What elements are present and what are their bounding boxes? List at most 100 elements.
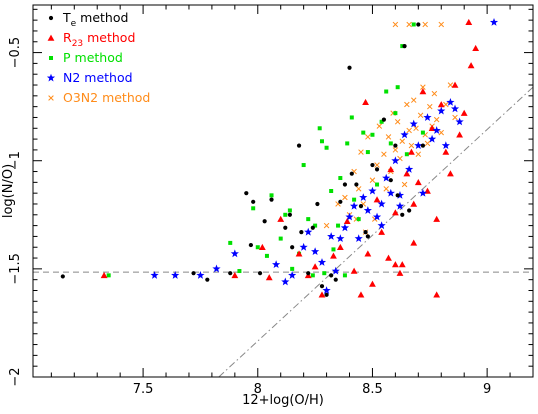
data-point xyxy=(404,152,409,157)
data-point xyxy=(387,165,395,173)
data-point xyxy=(322,286,331,294)
data-point xyxy=(418,188,427,197)
data-point xyxy=(304,227,313,236)
data-point xyxy=(362,98,369,106)
data-point xyxy=(420,84,426,90)
data-point xyxy=(356,217,361,222)
data-point xyxy=(395,85,400,90)
data-point xyxy=(375,182,380,187)
diagonal-dashdot-line xyxy=(218,86,534,378)
data-point xyxy=(281,277,290,286)
data-point xyxy=(383,186,389,192)
data-point xyxy=(365,234,370,239)
data-point xyxy=(401,181,408,188)
data-point xyxy=(405,165,414,173)
data-point xyxy=(388,178,393,183)
data-point xyxy=(391,156,400,165)
data-point xyxy=(414,178,422,186)
data-point xyxy=(306,217,311,222)
data-point xyxy=(359,193,368,201)
data-point xyxy=(438,21,445,28)
data-point xyxy=(370,132,375,137)
data-point xyxy=(347,65,352,70)
data-point xyxy=(106,273,111,278)
data-point xyxy=(377,199,386,208)
data-point xyxy=(365,150,370,155)
data-point xyxy=(456,131,464,138)
data-point xyxy=(100,271,108,279)
data-point xyxy=(400,44,405,49)
data-point xyxy=(343,217,351,224)
data-point xyxy=(283,212,288,217)
data-point xyxy=(338,199,343,204)
data-point xyxy=(354,182,359,187)
data-point xyxy=(290,266,295,271)
data-point xyxy=(295,250,303,257)
legend-marker xyxy=(48,95,54,101)
x-tick-label: 8 xyxy=(254,382,262,397)
data-point xyxy=(420,130,425,135)
data-point xyxy=(318,291,326,298)
y-tick-label: −0.5 xyxy=(8,37,23,69)
data-point xyxy=(385,134,392,140)
data-point xyxy=(313,223,318,228)
data-point xyxy=(377,221,386,230)
data-point xyxy=(331,266,340,275)
data-point xyxy=(258,243,266,250)
data-point xyxy=(264,253,269,258)
data-point xyxy=(392,147,399,153)
series-r-23-method xyxy=(100,18,480,298)
data-point xyxy=(416,22,421,27)
data-point xyxy=(432,126,441,134)
data-point xyxy=(372,212,382,221)
data-point xyxy=(340,223,350,232)
data-point xyxy=(342,273,347,278)
data-point xyxy=(396,269,404,276)
data-point xyxy=(382,173,391,182)
data-point xyxy=(327,232,336,240)
data-point xyxy=(400,130,409,139)
data-point xyxy=(358,204,364,209)
data-point xyxy=(452,114,458,121)
data-point xyxy=(265,274,273,281)
plot-frame xyxy=(32,4,534,378)
data-points xyxy=(60,18,499,298)
data-point xyxy=(345,212,354,221)
data-point xyxy=(228,271,233,276)
data-point xyxy=(402,43,407,49)
data-point xyxy=(357,291,365,298)
data-point xyxy=(438,129,445,136)
data-point xyxy=(388,141,393,146)
data-point xyxy=(376,123,383,129)
data-point xyxy=(283,225,288,230)
data-point xyxy=(301,163,306,168)
x-tick-label: 8.5 xyxy=(362,382,383,397)
data-point xyxy=(365,134,371,140)
data-point xyxy=(323,222,330,229)
data-point xyxy=(251,199,256,204)
data-point xyxy=(296,143,302,148)
data-point xyxy=(400,212,405,217)
legend-label: R23 method xyxy=(63,30,135,49)
data-point xyxy=(414,141,423,150)
data-point xyxy=(427,134,437,143)
data-point xyxy=(442,148,450,155)
data-point xyxy=(467,62,475,69)
data-point xyxy=(322,271,327,276)
data-point xyxy=(324,292,329,297)
data-point xyxy=(489,18,499,26)
data-point xyxy=(410,200,418,207)
data-point xyxy=(419,88,427,95)
data-point xyxy=(422,21,428,28)
data-point xyxy=(406,21,412,28)
reference-lines xyxy=(33,86,534,378)
data-point xyxy=(384,89,389,94)
data-point xyxy=(60,274,65,279)
legend-marker xyxy=(49,56,53,60)
data-point xyxy=(342,182,348,187)
data-point xyxy=(472,44,480,51)
data-point xyxy=(299,242,308,251)
data-point xyxy=(290,245,295,250)
